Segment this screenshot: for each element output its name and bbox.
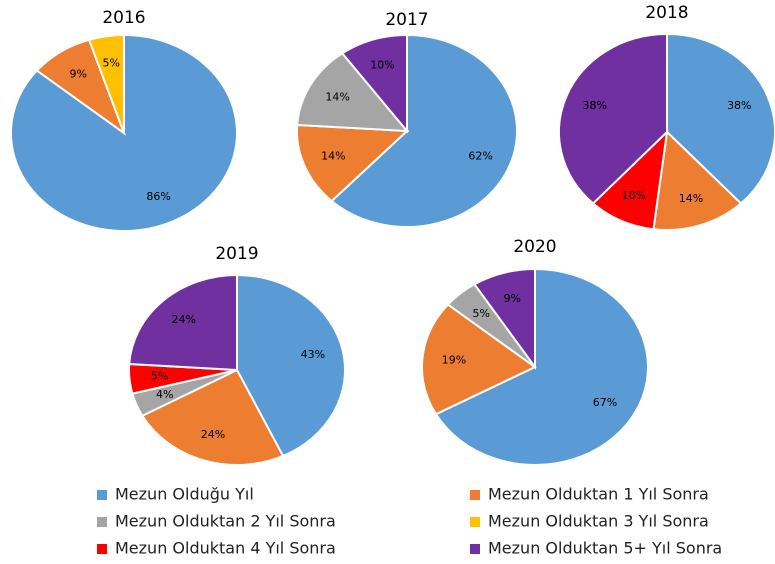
chart-title: 2018 [645,3,688,23]
legend-swatch [97,544,107,554]
pie-slice [666,32,775,205]
legend-swatch [470,544,480,554]
pie-slice [330,33,518,228]
pie-slice [296,52,410,133]
legend-label: Mezun Olduktan 1 Yıl Sonra [488,485,709,504]
pie-slice [472,267,536,371]
data-label: 14% [321,149,345,162]
data-label: 9% [70,68,87,81]
data-label: 5% [472,307,489,320]
pie-slice [296,123,410,203]
legend-label: Mezun Olduktan 5+ Yıl Sonra [488,539,722,558]
data-label: 24% [172,313,196,326]
data-label: 43% [301,348,325,361]
data-label: 19% [442,353,466,366]
pie-slice [128,273,238,372]
data-label: 24% [201,428,225,441]
data-label: 5% [103,56,120,69]
data-label: 38% [727,99,751,112]
legend-swatch [97,517,107,527]
legend-label: Mezun Olduktan 2 Yıl Sonra [115,512,336,531]
data-label: 14% [325,91,349,104]
chart-title: 2017 [385,10,428,30]
data-label: 10% [370,58,394,71]
data-label: 38% [582,99,606,112]
legend-label: Mezun Olduktan 3 Yıl Sonra [488,512,709,531]
legend-swatch [97,490,107,500]
data-label: 86% [146,190,170,203]
legend-swatch [470,490,480,500]
chart-title: 2016 [102,8,145,28]
pie-slice [434,267,649,466]
pie-slice [652,129,743,231]
pie-slice [140,368,285,466]
pie-slice [236,273,346,458]
pie-slice [421,303,537,416]
data-label: 9% [504,292,521,305]
data-label: 14% [679,192,703,205]
data-label: 67% [593,396,617,409]
pie-slice [340,33,408,134]
chart-title: 2020 [513,237,556,257]
pie-slice [87,33,125,134]
chart-title: 2019 [215,244,258,264]
legend-label: Mezun Olduktan 4 Yıl Sonra [115,539,336,558]
legend-label: Mezun Olduğu Yıl [115,485,254,504]
data-label: 4% [156,388,173,401]
data-label: 62% [468,149,492,162]
pie-slice [558,32,668,205]
legend-swatch [470,517,480,527]
data-label: 10% [622,189,646,202]
data-label: 5% [151,369,168,382]
